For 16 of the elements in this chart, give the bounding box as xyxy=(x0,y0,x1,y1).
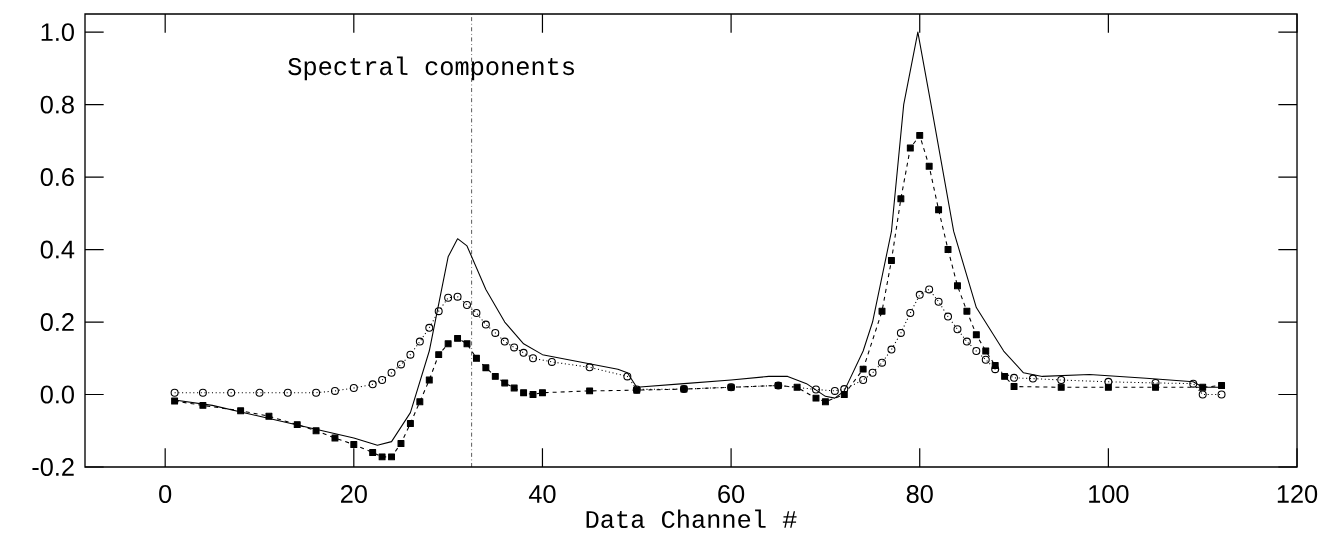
y-tick-label: 0.4 xyxy=(40,240,75,259)
y-tick-label: 0.0 xyxy=(40,385,74,404)
y-tick-label: 0.6 xyxy=(40,168,74,187)
annotation: Spectral components xyxy=(288,56,574,81)
x-axis-title: Data Channel # xyxy=(586,509,797,529)
y-tick-label: 1.0 xyxy=(41,23,74,42)
x-tick-label: 0 xyxy=(159,485,172,503)
x-tick-label: 20 xyxy=(341,485,367,503)
x-tick-label: 60 xyxy=(718,485,745,503)
y-tick-label: 0.8 xyxy=(40,95,74,114)
x-tick-label: 120 xyxy=(1277,485,1318,503)
x-tick-label: 80 xyxy=(906,485,933,503)
y-tick-label: 0.2 xyxy=(40,313,74,332)
y-tick-label: -0.2 xyxy=(32,458,74,476)
x-tick-label: 40 xyxy=(528,485,556,503)
x-tick-label: 100 xyxy=(1089,485,1129,503)
